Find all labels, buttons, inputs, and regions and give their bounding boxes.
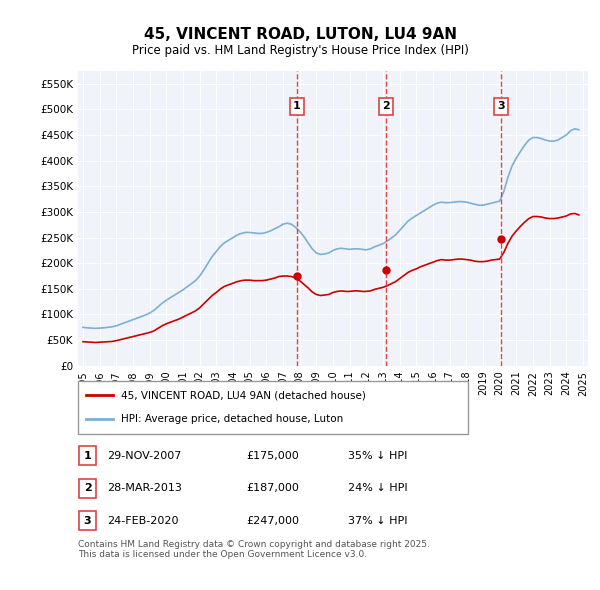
Text: HPI: Average price, detached house, Luton: HPI: Average price, detached house, Luto… [121,414,343,424]
Text: 35% ↓ HPI: 35% ↓ HPI [348,451,407,461]
Text: 3: 3 [497,101,505,111]
Text: 1: 1 [84,451,91,461]
Text: 28-MAR-2013: 28-MAR-2013 [107,483,182,493]
Text: 24-FEB-2020: 24-FEB-2020 [107,516,178,526]
Text: 45, VINCENT ROAD, LUTON, LU4 9AN: 45, VINCENT ROAD, LUTON, LU4 9AN [143,27,457,41]
Text: 24% ↓ HPI: 24% ↓ HPI [348,483,407,493]
FancyBboxPatch shape [79,446,96,466]
Text: £187,000: £187,000 [246,483,299,493]
Text: £175,000: £175,000 [246,451,299,461]
FancyBboxPatch shape [78,381,468,434]
Text: 1: 1 [293,101,301,111]
Text: 29-NOV-2007: 29-NOV-2007 [107,451,181,461]
Text: Contains HM Land Registry data © Crown copyright and database right 2025.
This d: Contains HM Land Registry data © Crown c… [78,540,430,559]
Text: 2: 2 [382,101,389,111]
Text: 3: 3 [84,516,91,526]
Text: Price paid vs. HM Land Registry's House Price Index (HPI): Price paid vs. HM Land Registry's House … [131,44,469,57]
FancyBboxPatch shape [79,478,96,498]
FancyBboxPatch shape [79,511,96,530]
Text: £247,000: £247,000 [246,516,299,526]
Text: 2: 2 [84,483,91,493]
Text: 37% ↓ HPI: 37% ↓ HPI [348,516,407,526]
Text: 45, VINCENT ROAD, LU4 9AN (detached house): 45, VINCENT ROAD, LU4 9AN (detached hous… [121,391,366,401]
